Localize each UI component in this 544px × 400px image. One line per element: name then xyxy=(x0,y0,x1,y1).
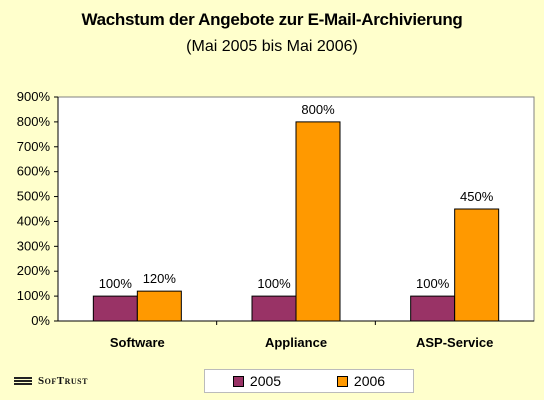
y-tick-label: 0% xyxy=(31,313,50,328)
y-tick-label: 900% xyxy=(17,89,51,104)
logo-mark-icon xyxy=(14,377,32,385)
bar-software-2005 xyxy=(92,295,138,322)
bar-appliance-2005 xyxy=(251,295,297,322)
legend-item-2006: 2006 xyxy=(336,373,386,389)
x-category-label: Software xyxy=(110,335,165,350)
data-label-appliance-2006: 800% xyxy=(301,102,335,117)
legend-swatch-2005 xyxy=(232,375,244,387)
y-tick-label: 700% xyxy=(17,139,51,154)
bar-software-2006 xyxy=(136,290,182,322)
y-tick-label: 300% xyxy=(17,238,51,253)
data-label-appliance-2005: 100% xyxy=(257,276,291,291)
y-tick-label: 500% xyxy=(17,189,51,204)
chart-subtitle: (Mai 2005 bis Mai 2006) xyxy=(186,38,358,55)
logo-text: SofTrust xyxy=(38,375,88,387)
legend-swatch-2006 xyxy=(336,375,348,387)
x-category-label: ASP-Service xyxy=(416,335,493,350)
data-label-asp-service-2006: 450% xyxy=(460,189,494,204)
legend-item-2005: 2005 xyxy=(232,373,282,389)
legend-label-2006: 2006 xyxy=(353,373,386,389)
y-tick-label: 800% xyxy=(17,114,51,129)
bar-asp-service-2005 xyxy=(410,295,456,322)
legend-label-2005: 2005 xyxy=(249,373,282,389)
chart-title: Wachstum der Angebote zur E-Mail-Archivi… xyxy=(81,10,463,29)
softrust-logo: SofTrust xyxy=(14,375,88,387)
data-label-asp-service-2005: 100% xyxy=(416,276,450,291)
y-tick-label: 600% xyxy=(17,164,51,179)
data-label-software-2005: 100% xyxy=(99,276,133,291)
y-tick-label: 200% xyxy=(17,263,51,278)
data-label-software-2006: 120% xyxy=(143,271,177,286)
y-tick-label: 400% xyxy=(17,213,51,228)
bar-appliance-2006 xyxy=(295,121,341,322)
chart-legend: 2005 2006 xyxy=(204,369,414,393)
bar-asp-service-2006 xyxy=(454,208,500,322)
x-category-label: Appliance xyxy=(265,335,327,350)
y-tick-label: 100% xyxy=(17,288,51,303)
